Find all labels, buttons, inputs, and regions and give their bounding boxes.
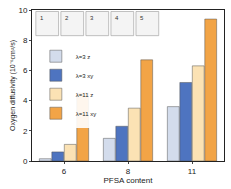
svg-text:11: 11 [188, 167, 197, 176]
svg-text:0: 0 [23, 157, 28, 166]
svg-text:4: 4 [23, 96, 28, 105]
svg-text:6: 6 [62, 167, 67, 176]
svg-text:8: 8 [23, 36, 28, 45]
svg-text:5: 5 [140, 15, 144, 21]
svg-text:2: 2 [23, 127, 28, 136]
svg-text:10: 10 [18, 6, 27, 15]
svg-text:PFSA content: PFSA content [104, 176, 154, 185]
svg-text:λ=11 z: λ=11 z [76, 92, 93, 98]
svg-text:λ=11 xy: λ=11 xy [76, 111, 96, 117]
svg-text:6: 6 [23, 66, 28, 75]
svg-text:8: 8 [126, 167, 131, 176]
svg-text:4: 4 [115, 15, 119, 21]
svg-text:3: 3 [90, 15, 94, 21]
svg-text:λ=3 xy: λ=3 xy [76, 73, 94, 79]
svg-text:2: 2 [65, 15, 69, 21]
svg-text:1: 1 [40, 15, 44, 21]
svg-text:λ=3 z: λ=3 z [76, 54, 91, 60]
svg-text:Oxygen diffusivity (10⁻⁶cm²/s): Oxygen diffusivity (10⁻⁶cm²/s) [9, 40, 17, 131]
